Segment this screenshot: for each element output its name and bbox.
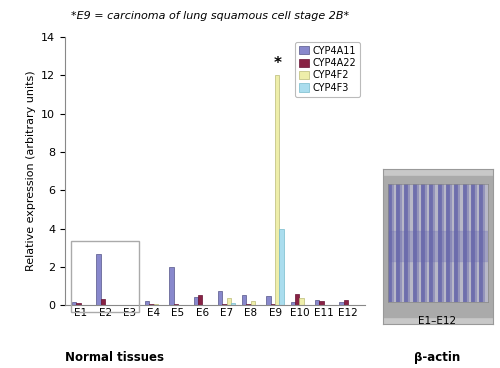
Bar	[154, 304, 158, 305]
Text: β-actin: β-actin	[414, 351, 461, 364]
Bar	[242, 295, 246, 305]
Bar	[222, 304, 226, 305]
Bar	[100, 299, 105, 305]
Bar	[344, 300, 348, 305]
Bar	[290, 302, 295, 305]
Bar	[76, 302, 81, 305]
Bar	[270, 304, 275, 305]
Bar	[226, 298, 231, 305]
Text: Normal tissues: Normal tissues	[65, 351, 164, 364]
Bar	[388, 231, 488, 261]
Legend: CYP4A11, CYP4A22, CYP4F2, CYP4F3: CYP4A11, CYP4A22, CYP4F2, CYP4F3	[295, 42, 360, 97]
Bar	[218, 291, 222, 305]
Bar	[231, 302, 235, 305]
Bar	[300, 298, 304, 305]
Bar	[340, 302, 344, 305]
Bar	[194, 297, 198, 305]
Bar	[315, 300, 320, 305]
Bar	[295, 294, 300, 305]
Bar	[246, 304, 251, 305]
Bar	[145, 301, 150, 305]
Bar	[169, 267, 173, 305]
Bar	[275, 75, 280, 305]
Text: *E9 = carcinoma of lung squamous cell stage 2B*: *E9 = carcinoma of lung squamous cell st…	[71, 11, 349, 21]
Bar	[266, 296, 270, 305]
Bar	[198, 295, 202, 305]
Text: E1–E12: E1–E12	[418, 316, 457, 326]
Y-axis label: Relative expression (arbitrary units): Relative expression (arbitrary units)	[26, 71, 36, 272]
Text: *: *	[274, 56, 281, 71]
Bar	[174, 304, 178, 305]
Bar	[150, 304, 154, 305]
Bar	[96, 254, 100, 305]
Bar	[320, 301, 324, 305]
Bar	[72, 302, 76, 305]
Bar	[280, 229, 284, 305]
Bar	[251, 301, 255, 305]
